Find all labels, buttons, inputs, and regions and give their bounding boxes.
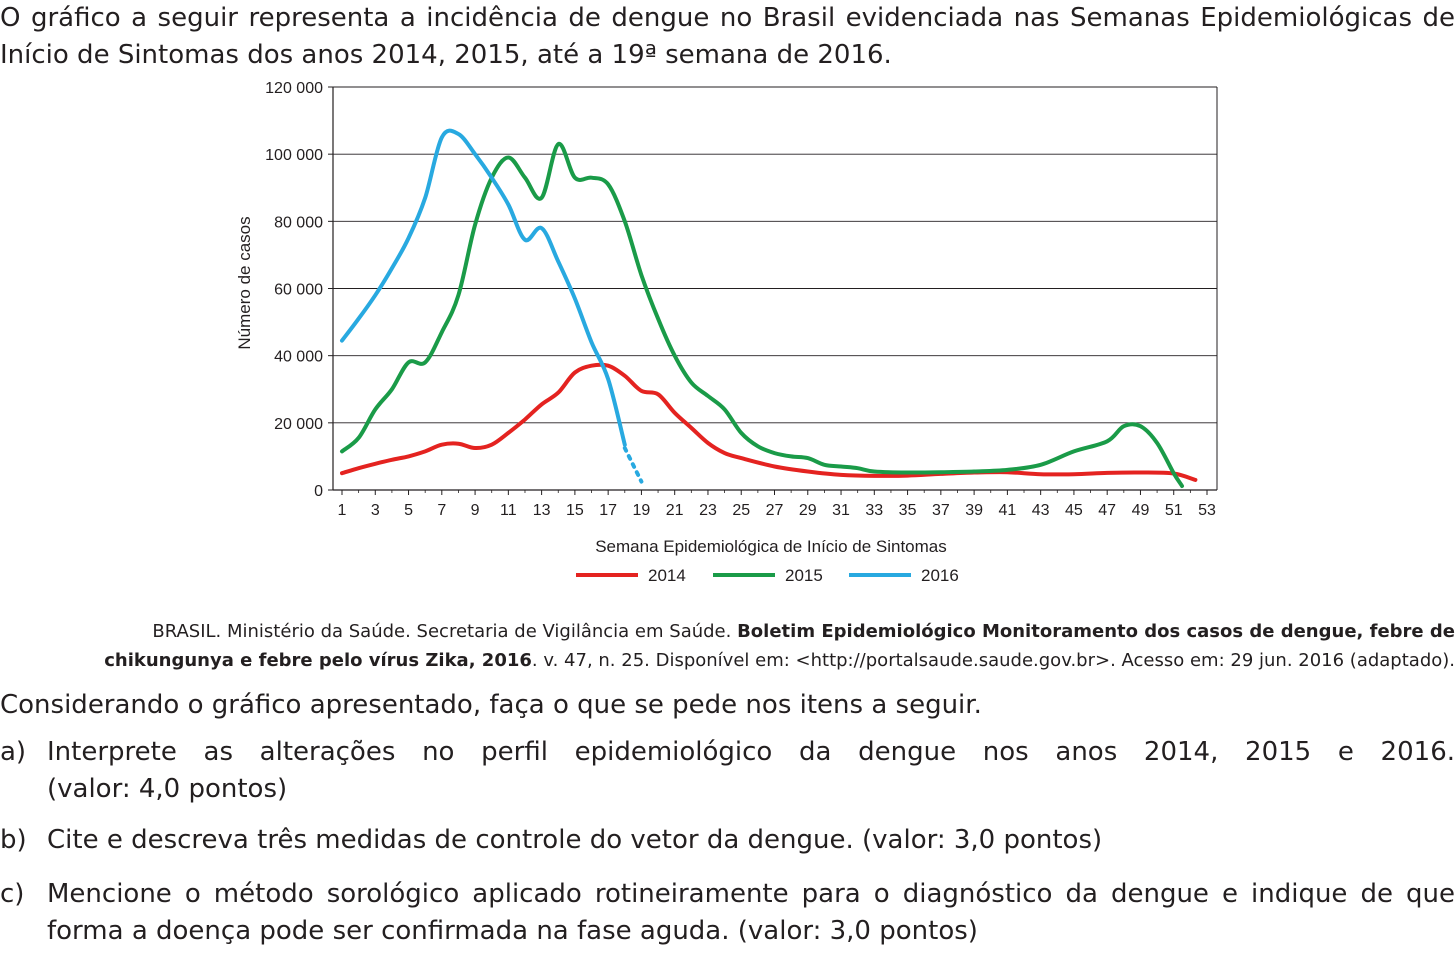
item-a-text-line-1: Interprete as alterações no perfil epide… [47,737,1455,767]
grid-lines [333,86,1217,424]
series-line-2015 [340,142,1184,488]
x-tick-label: 3 [371,502,380,519]
item-c-text: Mencione o método sorológico aplicado ro… [47,879,1455,946]
y-tick-label: 80 000 [274,214,323,231]
x-tick-label: 53 [1198,502,1216,519]
item-label: b) [0,825,27,855]
x-tick-label: 41 [998,502,1016,519]
citation-title-part-2: chikungunya e febre pelo vírus Zika, 201… [104,650,532,671]
series-line-2014 [340,362,1198,482]
x-tick-label: 11 [500,502,517,519]
citation-details: . v. 47, n. 25. Disponível em: <http://p… [531,650,1455,671]
x-tick-label: 13 [533,502,551,519]
x-tick-label: 7 [437,502,446,519]
x-tick-label: 1 [338,502,347,519]
citation-line-1: BRASIL. Ministério da Saúde. Secretaria … [40,617,1455,646]
x-tick-label: 47 [1098,502,1116,519]
x-tick-label: 15 [566,502,584,519]
x-tick-label: 21 [666,502,684,519]
citation-authors: BRASIL. Ministério da Saúde. Secretaria … [152,621,738,642]
series-lines [340,128,1198,488]
y-tick-label: 120 000 [265,80,323,97]
x-tick-labels: 1 3 5 7 9 11 13 15 17 19 21 23 25 27 29 31 33 35 37 39 41 43 4… [338,502,1216,519]
legend-label-2014: 2014 [648,566,686,585]
y-tick-label: 100 000 [265,147,323,164]
x-tick-label: 45 [1065,502,1083,519]
x-tick-label: 39 [965,502,983,519]
x-tick-label: 43 [1032,502,1050,519]
x-tick-label: 33 [865,502,883,519]
question-prompt: Considerando o gráfico apresentado, faça… [0,690,982,720]
y-axis-label: Número de casos [235,216,254,349]
y-tick-labels: 0 20 000 40 000 60 000 80 000 100 000 120 000 [265,80,323,500]
x-tick-label: 27 [766,502,784,519]
x-tick-label: 23 [699,502,717,519]
series-line-2016 [340,128,627,447]
x-tick-label: 31 [832,502,850,519]
legend-label-2015: 2015 [785,566,823,585]
x-tick-label: 9 [471,502,480,519]
citation-title-part-1: Boletim Epidemiológico Monitoramento dos… [737,621,1455,642]
intro-paragraph: O gráfico a seguir representa a incidênc… [0,3,1455,70]
y-tick-label: 20 000 [274,416,323,433]
x-tick-label: 19 [633,502,651,519]
legend: 2014 2015 2016 [576,566,959,585]
x-tick-label: 17 [599,502,617,519]
y-tick-label: 60 000 [274,282,323,299]
series-2016-dotted-projection [622,446,644,484]
x-axis-label: Semana Epidemiológica de Início de Sinto… [595,537,947,556]
item-b-text: Cite e descreva três medidas de controle… [47,825,1103,855]
axes [328,86,1218,495]
item-label: c) [0,879,25,909]
item-a-text-line-2: (valor: 4,0 pontos) [47,774,288,804]
x-tick-label: 35 [899,502,917,519]
x-tick-label: 5 [404,502,413,519]
y-tick-label: 0 [314,483,323,500]
x-tick-label: 29 [799,502,817,519]
y-tick-label: 40 000 [274,349,323,366]
citation-line-2: chikungunya e febre pelo vírus Zika, 201… [40,646,1455,675]
item-label: a) [0,737,27,767]
x-tick-label: 25 [732,502,750,519]
x-tick-label: 51 [1165,502,1183,519]
x-tick-label: 49 [1132,502,1150,519]
x-tick-label: 37 [932,502,950,519]
legend-label-2016: 2016 [921,566,959,585]
source-citation: BRASIL. Ministério da Saúde. Secretaria … [40,617,1455,675]
